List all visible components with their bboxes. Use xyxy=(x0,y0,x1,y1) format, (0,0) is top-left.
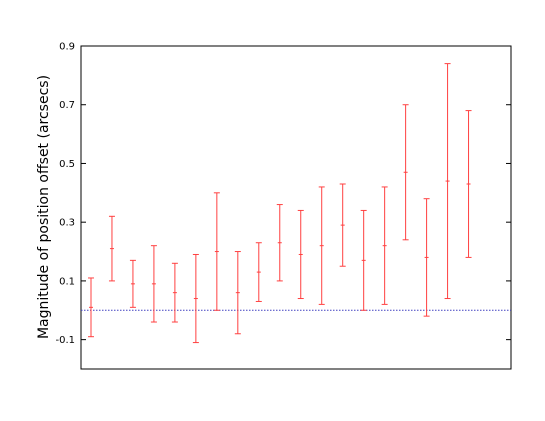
y-tick-label: -0.1 xyxy=(55,335,75,346)
y-tick-label: 0.1 xyxy=(59,276,75,287)
y-tick-label: 0.7 xyxy=(59,100,75,111)
y-tick-label: 0.5 xyxy=(59,159,75,170)
y-tick-label: 0.9 xyxy=(59,42,75,53)
y-axis-label: Magnitude of position offset (arcsecs) xyxy=(36,75,52,339)
y-tick-label: 0.3 xyxy=(59,218,75,229)
y-axis-ticks: -0.1 0.1 0.3 0.5 0.7 0.9 xyxy=(55,42,511,346)
plot-frame xyxy=(80,45,512,370)
data-points xyxy=(87,63,472,344)
